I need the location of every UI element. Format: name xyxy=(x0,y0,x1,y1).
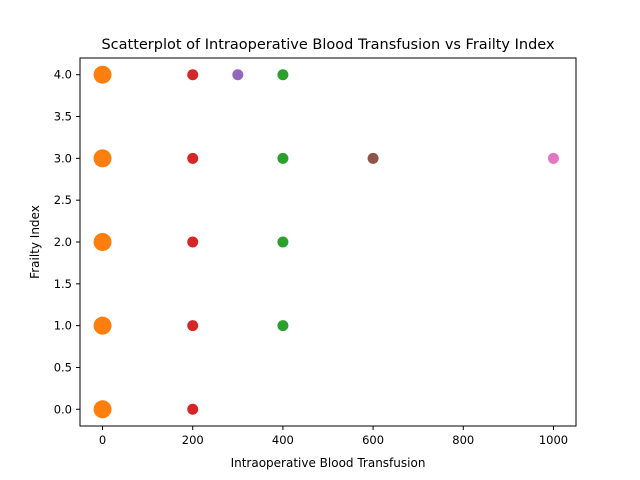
data-points xyxy=(93,65,559,419)
scatter-point xyxy=(547,152,559,164)
scatter-point xyxy=(187,236,199,248)
y-tick-label: 4.0 xyxy=(54,68,72,82)
y-tick-label: 3.0 xyxy=(54,151,72,165)
y-tick-label: 0.0 xyxy=(54,402,72,416)
scatter-point xyxy=(187,152,199,164)
scatter-point xyxy=(277,236,289,248)
y-axis-label: Frailty Index xyxy=(28,205,42,279)
scatter-point xyxy=(277,152,289,164)
y-tick-label: 0.5 xyxy=(54,360,72,374)
scatter-point xyxy=(93,400,112,419)
y-tick-label: 1.5 xyxy=(54,277,72,291)
x-tick-label: 600 xyxy=(362,433,384,447)
scatter-point xyxy=(367,152,379,164)
axis-ticks: 0 200 400 600 800 1000 0.0 0.5 1.0 1.5 2.0 2.5 3.0 3.… xyxy=(54,68,568,447)
y-tick-label: 2.5 xyxy=(54,193,72,207)
scatter-point xyxy=(277,69,289,81)
scatter-point xyxy=(187,69,199,81)
y-tick-label: 2.0 xyxy=(54,235,72,249)
x-tick-label: 200 xyxy=(182,433,204,447)
scatter-point xyxy=(93,233,112,251)
scatter-point xyxy=(93,65,112,84)
x-axis-label: Intraoperative Blood Transfusion xyxy=(231,456,426,470)
chart-title: Scatterplot of Intraoperative Blood Tran… xyxy=(101,37,555,53)
scatter-point xyxy=(93,316,112,335)
y-tick-label: 3.5 xyxy=(54,110,72,124)
plot-frame xyxy=(79,57,577,427)
scatter-point xyxy=(232,69,244,81)
y-tick-label: 1.0 xyxy=(54,319,72,333)
x-tick-label: 400 xyxy=(272,433,294,447)
scatter-point xyxy=(93,149,112,168)
x-tick-label: 1000 xyxy=(539,433,568,447)
scatter-point xyxy=(187,403,199,415)
scatter-point xyxy=(277,320,289,332)
x-tick-label: 800 xyxy=(452,433,474,447)
scatter-point xyxy=(187,320,199,332)
x-tick-label: 0 xyxy=(99,433,106,447)
